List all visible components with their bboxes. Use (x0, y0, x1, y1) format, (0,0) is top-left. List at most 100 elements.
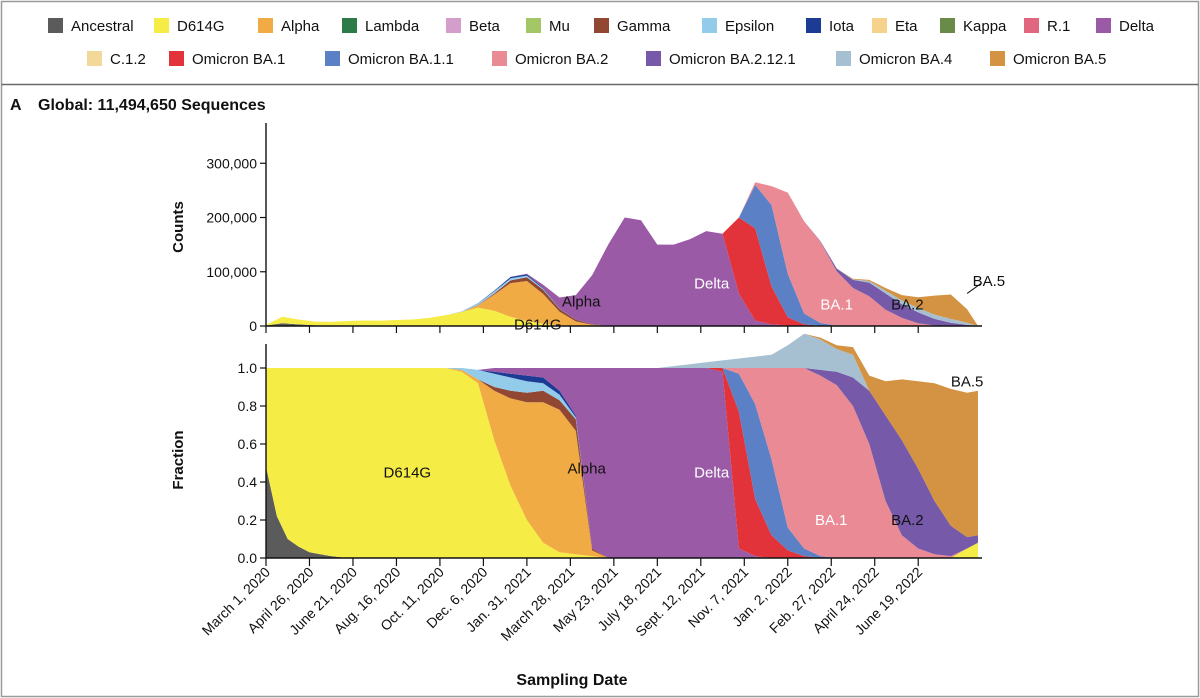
panel-title: Global: 11,494,650 Sequences (38, 97, 266, 114)
legend-item: Omicron BA.4 (836, 51, 952, 68)
legend-swatch (940, 18, 955, 33)
series-annotation: D614G (514, 316, 562, 333)
y-tick-label: 0.8 (238, 398, 258, 414)
legend-item: Beta (446, 18, 501, 35)
legend-swatch (87, 51, 102, 66)
legend-label: Omicron BA.1 (192, 51, 285, 68)
legend-label: Omicron BA.5 (1013, 51, 1106, 68)
legend-swatch (646, 51, 661, 66)
x-axis-label: Sampling Date (516, 672, 627, 689)
legend-label: Omicron BA.1.1 (348, 51, 454, 68)
legend-swatch (990, 51, 1005, 66)
legend-swatch (258, 18, 273, 33)
legend-swatch (446, 18, 461, 33)
legend-item: Lambda (342, 18, 420, 35)
legend-swatch (806, 18, 821, 33)
legend-item: Alpha (258, 18, 320, 35)
series-annotation: BA.2 (891, 512, 924, 529)
series-annotation: BA.1 (815, 512, 848, 529)
area-omicron-ba-2-12-1 (266, 182, 978, 326)
y-tick-label: 0 (249, 318, 257, 334)
legend-swatch (836, 51, 851, 66)
legend-swatch (1024, 18, 1039, 33)
legend-item: Mu (526, 18, 570, 35)
legend-label: Omicron BA.4 (859, 51, 952, 68)
area-delta (266, 368, 978, 558)
legend-item: Omicron BA.1.1 (325, 51, 454, 68)
y-tick-label: 0.0 (238, 550, 258, 566)
area-omicron-ba-2 (266, 368, 978, 558)
legend-swatch (342, 18, 357, 33)
legend-item: Ancestral (48, 18, 134, 35)
y-tick-label: 100,000 (206, 264, 257, 280)
series-annotation: Delta (694, 465, 730, 482)
series-annotation: Delta (694, 276, 730, 293)
legend-label: Alpha (281, 18, 320, 35)
legend-label: Delta (1119, 18, 1155, 35)
legend-item: Epsilon (702, 18, 774, 35)
legend-item: Omicron BA.1 (169, 51, 285, 68)
legend-swatch (492, 51, 507, 66)
legend-swatch (154, 18, 169, 33)
y-tick-label: 200,000 (206, 210, 257, 226)
legend-label: R.1 (1047, 18, 1070, 35)
legend-swatch (169, 51, 184, 66)
y-tick-label: 0.2 (238, 512, 258, 528)
area-delta (266, 217, 978, 326)
legend-item: Gamma (594, 18, 671, 35)
legend-label: Eta (895, 18, 918, 35)
legend-item: Iota (806, 18, 855, 35)
series-annotation: BA.2 (891, 296, 924, 313)
legend-swatch (325, 51, 340, 66)
legend-label: Omicron BA.2 (515, 51, 608, 68)
legend-label: Mu (549, 18, 570, 35)
legend-swatch (702, 18, 717, 33)
series-annotation: D614G (384, 465, 432, 482)
ba5-callout-line (966, 283, 982, 294)
panel-letter: A (10, 97, 22, 114)
legend-label: Lambda (365, 18, 420, 35)
legend-item: R.1 (1024, 18, 1070, 35)
series-annotation: BA.5 (973, 273, 1006, 290)
area-omicron-ba-2 (266, 182, 978, 326)
legend-swatch (48, 18, 63, 33)
legend-swatch (526, 18, 541, 33)
y-tick-label: 0.4 (238, 474, 258, 490)
legend-item: Omicron BA.5 (990, 51, 1106, 68)
area-d614g (266, 368, 978, 558)
area-omicron-ba-2-12-1 (266, 368, 978, 557)
legend-label: Kappa (963, 18, 1007, 35)
legend-item: Omicron BA.2 (492, 51, 608, 68)
y-tick-label: 1.0 (238, 360, 258, 376)
legend-item: C.1.2 (87, 51, 146, 68)
y-axis-label-fraction: Fraction (170, 430, 187, 489)
legend-label: Gamma (617, 18, 671, 35)
legend-label: Epsilon (725, 18, 774, 35)
area-d614g (266, 307, 978, 326)
legend-item: Omicron BA.2.12.1 (646, 51, 796, 68)
legend-label: Ancestral (71, 18, 134, 35)
series-annotation: BA.1 (820, 296, 853, 313)
legend-item: Delta (1096, 18, 1155, 35)
legend: Ancestral D614G Alpha Lambda Beta Mu Gamma Epsi… (48, 18, 1155, 68)
series-annotation: Alpha (567, 461, 606, 478)
legend-swatch (1096, 18, 1111, 33)
y-axis-label-counts: Counts (170, 201, 187, 253)
series-annotation: Alpha (562, 294, 601, 311)
legend-swatch (594, 18, 609, 33)
legend-item: D614G (154, 18, 225, 35)
legend-item: Eta (872, 18, 918, 35)
legend-item: Kappa (940, 18, 1007, 35)
legend-label: Omicron BA.2.12.1 (669, 51, 796, 68)
legend-label: Beta (469, 18, 501, 35)
y-tick-label: 300,000 (206, 155, 257, 171)
y-tick-label: 0.6 (238, 436, 258, 452)
legend-label: D614G (177, 18, 225, 35)
legend-label: C.1.2 (110, 51, 146, 68)
series-annotation: BA.5 (951, 373, 984, 390)
legend-swatch (872, 18, 887, 33)
legend-label: Iota (829, 18, 855, 35)
